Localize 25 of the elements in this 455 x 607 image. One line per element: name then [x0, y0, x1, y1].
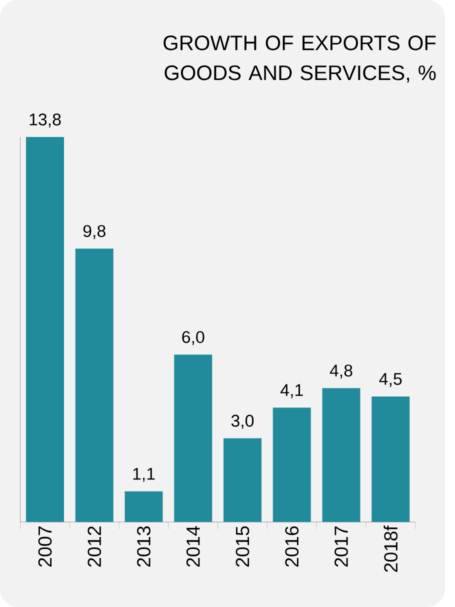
data-label: 4,8 — [330, 364, 352, 379]
x-tick-label: 2013 — [137, 526, 150, 567]
bar — [124, 491, 163, 522]
data-label: 4,1 — [280, 384, 303, 398]
data-label: 4,5 — [379, 373, 402, 387]
data-label: 9,8 — [83, 225, 106, 240]
bar — [75, 248, 114, 522]
bar — [322, 388, 360, 522]
x-tick-label: 2017 — [334, 526, 348, 567]
data-label: 13,8 — [30, 113, 61, 128]
data-label: 3,0 — [231, 414, 254, 429]
x-tick-label: 2014 — [186, 526, 200, 567]
x-tick-label: 2015 — [236, 526, 250, 567]
bar — [372, 396, 410, 522]
data-label: 6,0 — [182, 331, 204, 346]
x-tick-label: 2012 — [88, 526, 102, 567]
bar — [174, 354, 212, 522]
bar — [223, 438, 262, 522]
bar — [272, 408, 311, 522]
x-tick-label: 2007 — [38, 526, 52, 567]
bar — [26, 136, 64, 522]
chart-title: GROWTH OF EXPORTS OF GOODS AND SERVICES, % — [164, 36, 436, 83]
x-tick-label: 2018f — [384, 526, 398, 572]
x-tick-label: 2016 — [285, 526, 299, 567]
data-label: 1,1 — [133, 468, 155, 482]
